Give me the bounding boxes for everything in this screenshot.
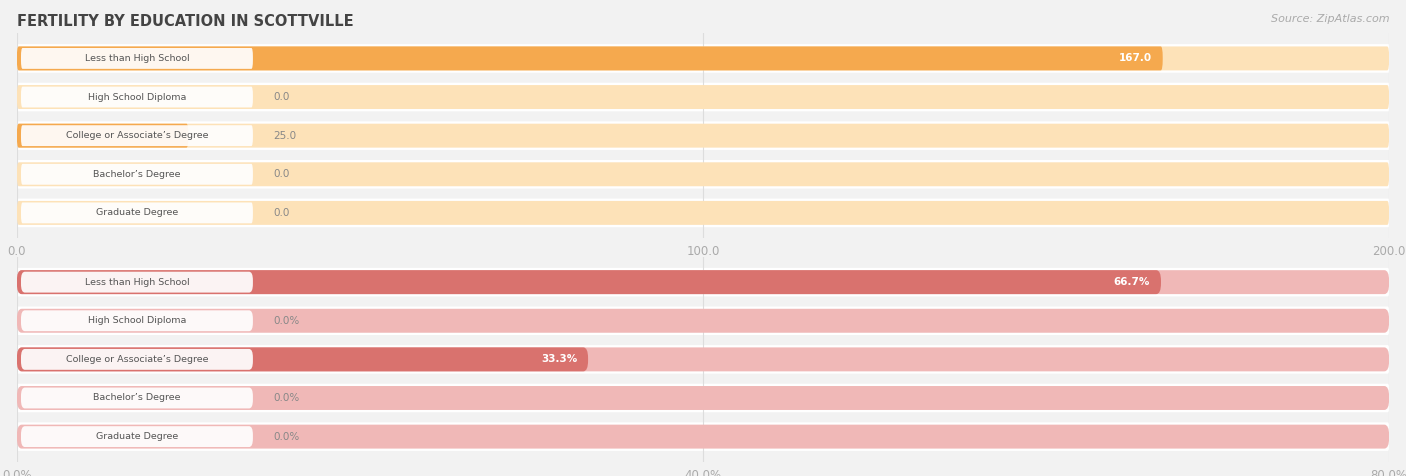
Text: 0.0: 0.0: [274, 208, 290, 218]
Text: High School Diploma: High School Diploma: [87, 316, 186, 325]
FancyBboxPatch shape: [17, 422, 1389, 451]
Text: High School Diploma: High School Diploma: [87, 92, 186, 101]
FancyBboxPatch shape: [17, 347, 588, 371]
Text: Graduate Degree: Graduate Degree: [96, 208, 179, 218]
FancyBboxPatch shape: [17, 201, 1389, 225]
Text: 0.0%: 0.0%: [274, 316, 299, 326]
Text: College or Associate’s Degree: College or Associate’s Degree: [66, 131, 208, 140]
Text: College or Associate’s Degree: College or Associate’s Degree: [66, 355, 208, 364]
FancyBboxPatch shape: [17, 47, 1163, 70]
Text: Less than High School: Less than High School: [84, 54, 190, 63]
FancyBboxPatch shape: [21, 202, 253, 223]
FancyBboxPatch shape: [17, 83, 1389, 111]
Text: 0.0%: 0.0%: [274, 432, 299, 442]
FancyBboxPatch shape: [17, 384, 1389, 412]
FancyBboxPatch shape: [17, 425, 1389, 448]
FancyBboxPatch shape: [21, 125, 253, 146]
FancyBboxPatch shape: [17, 121, 1389, 150]
FancyBboxPatch shape: [17, 160, 1389, 188]
FancyBboxPatch shape: [17, 386, 1389, 410]
Text: Graduate Degree: Graduate Degree: [96, 432, 179, 441]
FancyBboxPatch shape: [21, 310, 253, 331]
FancyBboxPatch shape: [17, 162, 1389, 186]
Text: Bachelor’s Degree: Bachelor’s Degree: [93, 170, 181, 179]
Text: 33.3%: 33.3%: [541, 354, 576, 365]
Text: Source: ZipAtlas.com: Source: ZipAtlas.com: [1271, 14, 1389, 24]
FancyBboxPatch shape: [17, 345, 1389, 374]
Text: 25.0: 25.0: [274, 130, 297, 141]
FancyBboxPatch shape: [21, 164, 253, 185]
FancyBboxPatch shape: [17, 270, 1161, 294]
Text: 0.0: 0.0: [274, 169, 290, 179]
FancyBboxPatch shape: [17, 44, 1389, 73]
Text: Bachelor’s Degree: Bachelor’s Degree: [93, 394, 181, 403]
Text: 0.0: 0.0: [274, 92, 290, 102]
FancyBboxPatch shape: [17, 270, 1389, 294]
FancyBboxPatch shape: [17, 47, 1389, 70]
FancyBboxPatch shape: [21, 426, 253, 447]
Text: FERTILITY BY EDUCATION IN SCOTTVILLE: FERTILITY BY EDUCATION IN SCOTTVILLE: [17, 14, 353, 30]
FancyBboxPatch shape: [17, 198, 1389, 227]
Text: 0.0%: 0.0%: [274, 393, 299, 403]
FancyBboxPatch shape: [17, 307, 1389, 335]
FancyBboxPatch shape: [17, 85, 1389, 109]
FancyBboxPatch shape: [21, 349, 253, 370]
FancyBboxPatch shape: [21, 272, 253, 293]
FancyBboxPatch shape: [17, 309, 1389, 333]
FancyBboxPatch shape: [17, 124, 188, 148]
FancyBboxPatch shape: [17, 268, 1389, 297]
FancyBboxPatch shape: [17, 347, 1389, 371]
FancyBboxPatch shape: [17, 124, 1389, 148]
Text: 167.0: 167.0: [1119, 53, 1152, 63]
FancyBboxPatch shape: [21, 87, 253, 108]
Text: 66.7%: 66.7%: [1114, 277, 1150, 287]
Text: Less than High School: Less than High School: [84, 278, 190, 287]
FancyBboxPatch shape: [21, 387, 253, 408]
FancyBboxPatch shape: [21, 48, 253, 69]
